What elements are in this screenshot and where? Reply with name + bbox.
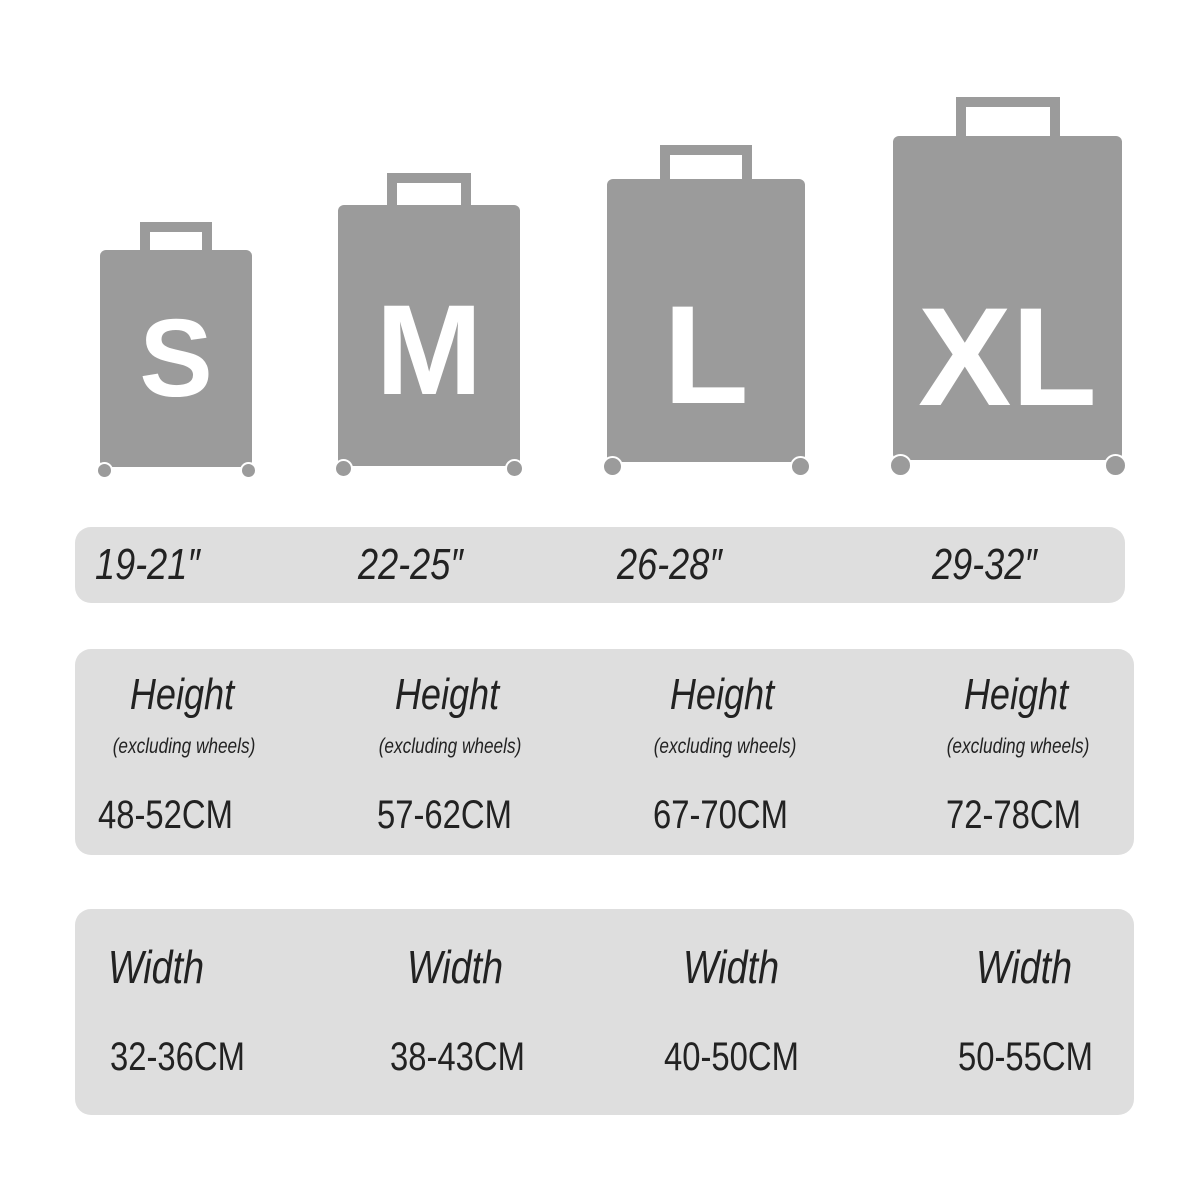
wheel-icon	[602, 456, 623, 477]
height-note: (excluding wheels)	[378, 735, 522, 758]
width-panel	[75, 909, 1134, 1115]
wheel-icon	[790, 456, 811, 477]
height-value: 72-78CM	[946, 793, 1081, 837]
inch-size-panel	[75, 527, 1125, 603]
width-label: Width	[976, 941, 1073, 993]
width-value: 40-50CM	[664, 1035, 799, 1079]
width-label: Width	[108, 941, 205, 993]
inch-range: 22-25″	[358, 540, 464, 589]
width-label: Width	[683, 941, 780, 993]
height-value: 48-52CM	[98, 793, 233, 837]
height-note: (excluding wheels)	[112, 735, 256, 758]
height-panel	[75, 649, 1134, 855]
suitcase-body: XL	[893, 136, 1122, 460]
inch-range: 26-28″	[617, 540, 723, 589]
width-value: 32-36CM	[110, 1035, 245, 1079]
wheel-icon	[240, 462, 257, 479]
suitcase-body: L	[607, 179, 805, 462]
handle-icon	[140, 222, 212, 252]
height-value: 57-62CM	[377, 793, 512, 837]
height-label: Height	[963, 670, 1069, 719]
height-note: (excluding wheels)	[653, 735, 797, 758]
size-letter: S	[139, 297, 213, 420]
height-label: Height	[669, 670, 775, 719]
size-letter: M	[375, 279, 483, 422]
height-label: Height	[394, 670, 500, 719]
handle-icon	[660, 145, 752, 181]
width-label: Width	[407, 941, 504, 993]
width-value: 38-43CM	[390, 1035, 525, 1079]
size-letter: XL	[918, 278, 1097, 435]
height-value: 67-70CM	[653, 793, 788, 837]
inch-range: 19-21″	[95, 540, 201, 589]
suitcase-body: S	[100, 250, 252, 467]
handle-icon	[956, 97, 1060, 138]
handle-icon	[387, 173, 471, 207]
height-note: (excluding wheels)	[946, 735, 1090, 758]
wheel-icon	[889, 454, 912, 477]
inch-range: 29-32″	[932, 540, 1038, 589]
wheel-icon	[1104, 454, 1127, 477]
suitcase-body: M	[338, 205, 520, 466]
height-label: Height	[129, 670, 235, 719]
wheel-icon	[96, 462, 113, 479]
wheel-icon	[334, 459, 353, 478]
size-letter: L	[663, 276, 749, 433]
wheel-icon	[505, 459, 524, 478]
width-value: 50-55CM	[958, 1035, 1093, 1079]
